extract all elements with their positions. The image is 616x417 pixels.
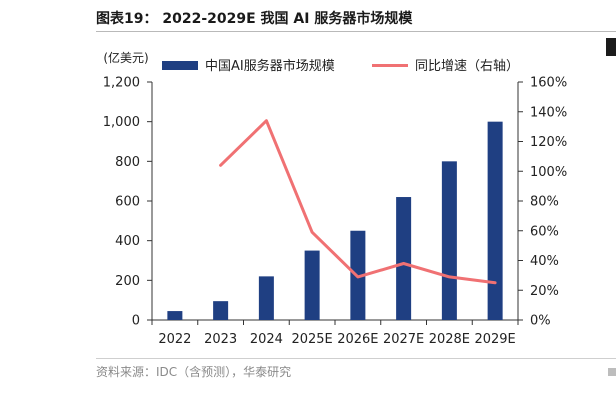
- bar: [213, 301, 229, 320]
- x-tick-label: 2027E: [383, 332, 424, 347]
- bar: [396, 197, 412, 320]
- legend-label-line: 同比增速（右轴）: [415, 59, 519, 74]
- y-left-tick-label: 800: [115, 155, 140, 170]
- x-tick-label: 2024: [250, 332, 283, 347]
- y-left-tick-label: 600: [115, 195, 140, 210]
- edge-fragment: [606, 38, 616, 56]
- y-right-tick-label: 0%: [530, 314, 551, 329]
- x-tick-label: 2025E: [291, 332, 332, 347]
- y-right-tick-label: 20%: [530, 284, 559, 299]
- y-right-tick-label: 100%: [530, 165, 567, 180]
- y-right-tick-label: 160%: [530, 76, 567, 91]
- title-rule: [96, 31, 616, 32]
- y-right-tick-label: 140%: [530, 105, 567, 120]
- x-tick-label: 2029E: [474, 332, 515, 347]
- figure-title: 图表19： 2022-2029E 我国 AI 服务器市场规模: [96, 11, 413, 27]
- legend-swatch-bars: [162, 61, 198, 70]
- y-left-tick-label: 0: [132, 314, 140, 329]
- bar: [304, 250, 320, 320]
- y-left-tick-label: 400: [115, 234, 140, 249]
- source-note: 资料来源：IDC（含预测），华泰研究: [96, 365, 292, 379]
- x-tick-label: 2028E: [429, 332, 470, 347]
- y-right-tick-label: 80%: [530, 195, 559, 210]
- source-rule: [96, 358, 616, 359]
- bar: [258, 276, 274, 320]
- legend-label-bars: 中国AI服务器市场规模: [205, 58, 335, 74]
- y-left-tick-label: 1,000: [103, 115, 140, 130]
- y-right-tick-label: 40%: [530, 254, 559, 269]
- y-right-tick-label: 60%: [530, 224, 559, 239]
- x-tick-label: 2022: [158, 332, 191, 347]
- x-tick-label: 2023: [204, 332, 237, 347]
- y-right-tick-label: 120%: [530, 135, 567, 150]
- bar: [167, 311, 183, 320]
- bar: [487, 121, 503, 321]
- bar: [441, 161, 457, 320]
- y-left-tick-label: 1,200: [103, 76, 140, 91]
- y-left-tick-label: 200: [115, 274, 140, 289]
- edge-fragment-2: [608, 368, 616, 376]
- x-tick-label: 2026E: [337, 332, 378, 347]
- y-left-unit: (亿美元): [103, 50, 148, 65]
